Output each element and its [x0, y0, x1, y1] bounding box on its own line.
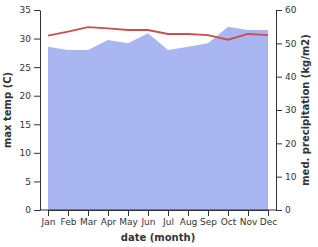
tick-mark — [34, 96, 40, 97]
tick-mark — [188, 210, 189, 216]
tick-label: 20 — [285, 139, 297, 149]
tick-mark — [34, 153, 40, 154]
tick-label: 30 — [20, 34, 32, 44]
tick-mark — [34, 67, 40, 68]
tick-mark — [34, 210, 40, 211]
tick: Apr — [101, 210, 117, 227]
tick-mark — [34, 124, 40, 125]
tick-label: Dec — [260, 217, 277, 227]
tick-label: 15 — [20, 120, 31, 130]
tick: Feb — [61, 210, 77, 227]
tick: Dec — [260, 210, 277, 227]
tick-label: 60 — [285, 5, 297, 15]
tick-label: Jan — [41, 217, 56, 227]
y-axis-title: max temp (C) — [2, 72, 13, 148]
tick-mark — [68, 210, 69, 216]
tick: 5 — [25, 177, 40, 187]
chart: 0 5 10 15 20 25 30 35 0 10 20 30 40 50 60 Jan FebMar AprM… — [0, 0, 318, 247]
tick: Jan — [41, 210, 56, 227]
y-axis: 0 5 10 15 20 25 30 35 — [20, 5, 41, 215]
tick: Sep — [200, 210, 217, 227]
tick-label: Jul — [162, 217, 174, 227]
tick: Aug — [180, 210, 198, 227]
x-axis: Jan FebMar AprMayJun Jul AugSep OctNovDec — [41, 210, 278, 227]
tick-mark — [34, 10, 40, 11]
tick-mark — [276, 110, 282, 111]
tick-mark — [276, 143, 282, 144]
tick: 30 — [20, 34, 40, 44]
tick: 30 — [276, 105, 297, 115]
tick-mark — [276, 43, 282, 44]
tick-label: 50 — [285, 39, 297, 49]
plot-area — [48, 27, 268, 210]
tick-label: Aug — [180, 217, 198, 227]
tick: 10 — [20, 148, 40, 158]
tick-mark — [276, 210, 282, 211]
tick-mark — [108, 210, 109, 216]
tick: Oct — [221, 210, 237, 227]
tick-label: 10 — [285, 172, 297, 182]
tick-label: May — [119, 217, 138, 227]
tick-label: Feb — [61, 217, 77, 227]
tick-label: 10 — [20, 148, 32, 158]
tick: 25 — [20, 63, 40, 73]
temperature-line — [48, 27, 268, 40]
tick: Nov — [240, 210, 258, 227]
precipitation-area — [48, 27, 268, 210]
tick-mark — [148, 210, 149, 216]
tick-label: Mar — [80, 217, 97, 227]
tick-mark — [276, 77, 282, 78]
tick: 35 — [20, 5, 40, 15]
tick: 60 — [276, 5, 297, 15]
tick-label: Nov — [240, 217, 258, 227]
tick: May — [119, 210, 138, 227]
tick-label: Oct — [221, 217, 237, 227]
tick: 20 — [276, 139, 297, 149]
y2-axis-title: med. precipitation (kg/m2) — [300, 34, 311, 186]
tick-mark — [208, 210, 209, 216]
tick-label: Apr — [101, 217, 117, 227]
x-axis-baseline — [40, 210, 276, 211]
tick-label: Jun — [140, 217, 155, 227]
tick-mark — [276, 177, 282, 178]
tick: 0 — [276, 205, 291, 215]
tick-label: 0 — [285, 205, 291, 215]
tick: 50 — [276, 39, 297, 49]
tick: 40 — [276, 72, 297, 82]
tick-label: Sep — [200, 217, 217, 227]
tick-mark — [34, 181, 40, 182]
tick-label: 40 — [285, 72, 297, 82]
tick: Jun — [140, 210, 155, 227]
y2-axis: 0 10 20 30 40 50 60 — [276, 5, 297, 215]
tick-mark — [88, 210, 89, 216]
tick-label: 5 — [25, 177, 31, 187]
y-axis-line — [40, 11, 41, 211]
tick: Mar — [80, 210, 97, 227]
tick-mark — [34, 39, 40, 40]
tick-mark — [128, 210, 129, 216]
tick: 0 — [25, 205, 40, 215]
tick: 20 — [20, 91, 40, 101]
tick: 15 — [20, 120, 40, 130]
tick-label: 0 — [25, 205, 31, 215]
tick-label: 35 — [20, 5, 31, 15]
tick-label: 30 — [285, 105, 297, 115]
x-axis-title: date (month) — [121, 232, 195, 243]
tick-mark — [248, 210, 249, 216]
tick-mark — [48, 210, 49, 216]
tick: Jul — [162, 210, 174, 227]
tick-mark — [268, 210, 269, 216]
tick-label: 20 — [20, 91, 32, 101]
tick-mark — [228, 210, 229, 216]
tick-mark — [168, 210, 169, 216]
tick: 10 — [276, 172, 297, 182]
tick-label: 25 — [20, 63, 31, 73]
tick-mark — [276, 10, 282, 11]
